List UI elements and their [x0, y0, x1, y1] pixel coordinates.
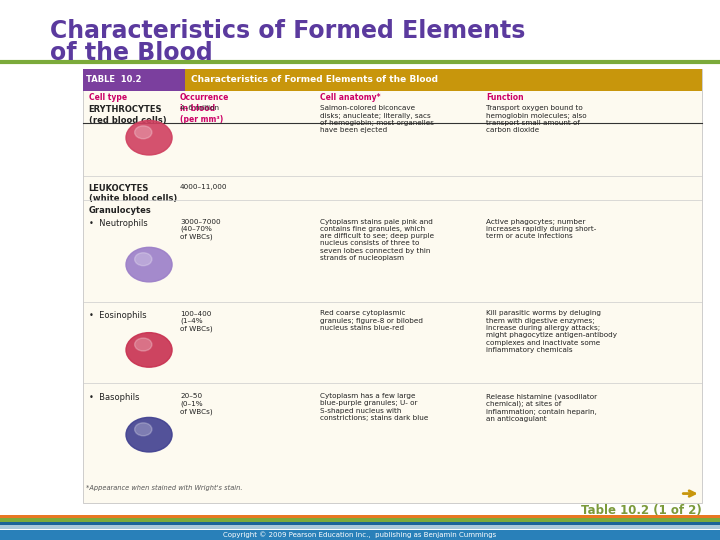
Bar — [0, 525, 720, 529]
Text: Occurrence
in blood
(per mm³): Occurrence in blood (per mm³) — [180, 93, 230, 124]
Text: ERYTHROCYTES
(red blood cells): ERYTHROCYTES (red blood cells) — [89, 105, 166, 125]
Circle shape — [135, 423, 152, 436]
Text: Cytoplasm stains pale pink and
contains fine granules, which
are difficult to se: Cytoplasm stains pale pink and contains … — [320, 219, 435, 261]
Text: 4–6 million: 4–6 million — [180, 105, 219, 111]
Bar — [83, 69, 185, 91]
Bar — [83, 69, 702, 503]
Text: Cell type: Cell type — [89, 93, 127, 102]
Circle shape — [126, 417, 172, 452]
Text: of the Blood: of the Blood — [50, 40, 213, 64]
Circle shape — [126, 247, 172, 282]
Bar — [185, 69, 702, 91]
Bar — [0, 518, 720, 522]
Text: 100–400
(1–4%
of WBCs): 100–400 (1–4% of WBCs) — [180, 310, 212, 332]
Text: TABLE  10.2: TABLE 10.2 — [86, 76, 141, 84]
Text: Cell anatomy*: Cell anatomy* — [320, 93, 381, 102]
Text: *Appearance when stained with Wright's stain.: *Appearance when stained with Wright's s… — [86, 485, 242, 491]
Text: •  Basophils: • Basophils — [89, 393, 139, 402]
Text: Salmon-colored biconcave
disks; anucleate; literally, sacs
of hemoglobin; most o: Salmon-colored biconcave disks; anucleat… — [320, 105, 434, 133]
Text: Kill parasitic worms by deluging
them with digestive enzymes;
increase during al: Kill parasitic worms by deluging them wi… — [486, 310, 617, 353]
Circle shape — [126, 120, 172, 155]
Text: Active phagocytes; number
increases rapidly during short-
term or acute infectio: Active phagocytes; number increases rapi… — [486, 219, 596, 239]
Circle shape — [135, 338, 152, 351]
Text: Transport oxygen bound to
hemoglobin molecules; also
transport small amount of
c: Transport oxygen bound to hemoglobin mol… — [486, 105, 587, 133]
Circle shape — [135, 126, 152, 139]
Text: 20–50
(0–1%
of WBCs): 20–50 (0–1% of WBCs) — [180, 393, 212, 415]
Bar — [0, 530, 720, 540]
Text: Characteristics of Formed Elements: Characteristics of Formed Elements — [50, 19, 526, 43]
Circle shape — [126, 333, 172, 367]
Circle shape — [135, 253, 152, 266]
Text: Granulocytes: Granulocytes — [89, 206, 151, 215]
Bar — [0, 515, 720, 518]
Text: •  Eosinophils: • Eosinophils — [89, 310, 146, 320]
Text: Release histamine (vasodilator
chemical); at sites of
inflammation; contain hepa: Release histamine (vasodilator chemical)… — [486, 393, 597, 422]
Text: Copyright © 2009 Pearson Education Inc.,  publishing as Benjamin Cummings: Copyright © 2009 Pearson Education Inc.,… — [223, 532, 497, 538]
Text: Table 10.2 (1 of 2): Table 10.2 (1 of 2) — [581, 504, 702, 517]
Text: Function: Function — [486, 93, 523, 102]
Text: •  Neutrophils: • Neutrophils — [89, 219, 148, 228]
Bar — [0, 522, 720, 525]
Text: 4000–11,000: 4000–11,000 — [180, 184, 228, 190]
Text: Cytoplasm has a few large
blue-purple granules; U- or
S-shaped nucleus with
cons: Cytoplasm has a few large blue-purple gr… — [320, 393, 429, 421]
Text: LEUKOCYTES
(white blood cells): LEUKOCYTES (white blood cells) — [89, 184, 177, 204]
Text: 3000–7000
(40–70%
of WBCs): 3000–7000 (40–70% of WBCs) — [180, 219, 220, 240]
Text: Red coarse cytoplasmic
granules; figure-8 or bilobed
nucleus stains blue-red: Red coarse cytoplasmic granules; figure-… — [320, 310, 423, 331]
Text: Characteristics of Formed Elements of the Blood: Characteristics of Formed Elements of th… — [191, 76, 438, 84]
